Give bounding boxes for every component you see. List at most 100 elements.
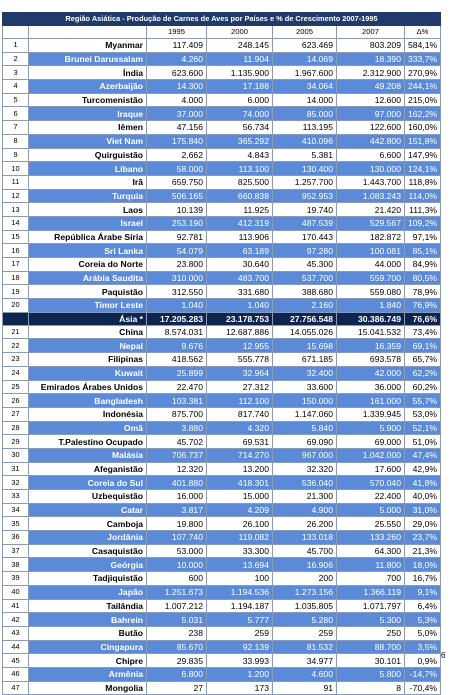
value-cell-2005: 259 <box>272 625 337 641</box>
value-cell-2005: 150.000 <box>272 393 337 408</box>
value-cell-2005: 113.195 <box>272 120 337 135</box>
value-cell-2005: 1.257.700 <box>272 174 337 190</box>
table-row: 42 Bahrein 5.031 5.777 5.280 5.300 5,3% <box>2 612 442 627</box>
value-cell-2000: 56.734 <box>206 120 273 135</box>
table-row: 41 Tailândia 1.007.212 1.194.187 1.035.805 1.… <box>2 598 442 614</box>
value-cell-2007: 803.209 <box>336 38 405 53</box>
value-cell-2005: 536.040 <box>272 475 337 490</box>
value-cell-1995: 45.702 <box>146 434 207 449</box>
row-number: 29 <box>2 434 29 449</box>
growth-cell: 244,1% <box>403 79 442 94</box>
table-row: 36 Jordânia 107.740 119.082 133.018 133.260 23… <box>2 530 442 545</box>
header-delta: Δ% <box>403 25 442 39</box>
country-cell: Indonésia <box>28 406 147 422</box>
value-cell-1995: 92.781 <box>146 229 207 245</box>
table-row: 23 Filipinas 418.562 555.778 671.185 693.578 6… <box>2 352 442 367</box>
row-number: 28 <box>2 420 29 436</box>
value-cell-2007: 17.600 <box>336 461 405 477</box>
value-cell-2007: 559.700 <box>336 270 405 286</box>
country-cell: Sri Lanka <box>28 243 147 258</box>
value-cell-2000: 27.312 <box>206 379 273 395</box>
country-cell: Casaquistão <box>28 543 147 559</box>
row-number: 20 <box>2 298 29 313</box>
value-cell-2005: 671.185 <box>272 352 337 367</box>
value-cell-2005: 200 <box>272 571 337 586</box>
value-cell-2005: 133.018 <box>272 530 337 545</box>
value-cell-2000: 4.843 <box>206 147 273 163</box>
row-number: 30 <box>2 447 29 463</box>
value-cell-1995: 53.000 <box>146 543 207 559</box>
row-number: 14 <box>2 215 29 231</box>
value-cell-2005: 33.600 <box>272 379 337 395</box>
row-number: 24 <box>2 365 29 381</box>
value-cell-1995: 5.031 <box>146 612 207 627</box>
asia-total-row: Ásia * 17.205.283 23.178.753 27.756.548 30.3… <box>2 311 442 326</box>
row-number: 17 <box>2 257 29 272</box>
country-cell: Iêmen <box>28 120 147 135</box>
country-cell: Azerbaijão <box>28 79 147 94</box>
row-number: 10 <box>2 161 29 176</box>
growth-cell: 5,0% <box>403 625 442 641</box>
value-cell-2007: 5.900 <box>336 420 405 436</box>
value-cell-2007: 5.000 <box>336 502 405 518</box>
value-cell-2005: 5.280 <box>272 612 337 627</box>
value-cell-1995: 238 <box>146 625 207 641</box>
row-number <box>2 311 29 326</box>
growth-cell: 0,9% <box>403 653 442 668</box>
table-row: 39 Tadjiquistão 600 100 200 700 16,7% <box>2 571 442 586</box>
value-cell-2005: 34.064 <box>272 79 337 94</box>
growth-cell: 41,8% <box>403 475 442 490</box>
country-cell: Omã <box>28 420 147 436</box>
value-cell-2007: 69.000 <box>336 434 405 449</box>
value-cell-1995: 659.750 <box>146 174 207 190</box>
row-number: 18 <box>2 270 29 286</box>
country-cell: Malásia <box>28 447 147 463</box>
value-cell-1995: 253.190 <box>146 215 207 231</box>
header-cell <box>2 25 29 39</box>
value-cell-2007: 30.101 <box>336 653 405 668</box>
growth-cell: -70,4% <box>403 680 442 695</box>
value-cell-2005: 5.840 <box>272 420 337 436</box>
growth-cell: 16,7% <box>403 571 442 586</box>
country-cell: Emirados Árabes Unidos <box>28 379 147 395</box>
value-cell-1995: 27 <box>146 680 207 695</box>
value-cell-2000: 12.955 <box>206 338 273 354</box>
value-cell-2000: 6.000 <box>206 92 273 108</box>
value-cell-2000: 1.040 <box>206 298 273 313</box>
value-cell-2000: 33.993 <box>206 653 273 668</box>
value-cell-2007: 442.800 <box>336 133 405 149</box>
growth-cell: 40,0% <box>403 489 442 504</box>
country-cell: Laos <box>28 202 147 217</box>
value-cell-2007: 1.083.243 <box>336 188 405 204</box>
value-cell-1995: 12.320 <box>146 461 207 477</box>
value-cell-1995: 312.550 <box>146 284 207 300</box>
country-cell: Arábia Saudita <box>28 270 147 286</box>
value-cell-2000: 4.320 <box>206 420 273 436</box>
value-cell-2000: 248.145 <box>206 38 273 53</box>
value-cell-2007: 8 <box>336 680 405 695</box>
table-row: 12 Turquia 506.165 660.838 952.953 1.083.243 1… <box>2 188 442 204</box>
country-cell: Índia <box>28 65 147 81</box>
value-cell-1995: 23.800 <box>146 257 207 272</box>
value-cell-2000: 5.777 <box>206 612 273 627</box>
row-number: 47 <box>2 680 29 695</box>
growth-cell: 73,4% <box>403 324 442 340</box>
table-row: 18 Arábia Saudita 310.000 483.700 537.700 559… <box>2 270 442 286</box>
value-cell-2007: 161.000 <box>336 393 405 408</box>
value-cell-2000: 331.680 <box>206 284 273 300</box>
production-table: Região Asiática - Produção de Carnes de … <box>1 12 442 695</box>
table-row: 6 Iraque 37.000 74.000 85.000 97.000 162,2% <box>2 106 442 122</box>
value-cell-1995: 22.470 <box>146 379 207 395</box>
value-cell-1995: 3.880 <box>146 420 207 436</box>
growth-cell: 5,3% <box>403 612 442 627</box>
growth-cell: 162,2% <box>403 106 442 122</box>
country-cell: Bangladesh <box>28 393 147 408</box>
growth-cell: 584,1% <box>403 38 442 53</box>
table-row: 16 Sri Lanka 54.079 63.189 97.280 100.081 85,1… <box>2 243 442 258</box>
value-cell-2007: 700 <box>336 571 405 586</box>
table-row: 27 Indonésia 875.700 817.740 1.147.060 1.339.… <box>2 406 442 422</box>
row-number: 36 <box>2 530 29 545</box>
value-cell-2005: 91 <box>272 680 337 695</box>
value-cell-2000: 119.082 <box>206 530 273 545</box>
value-cell-2005: 19.740 <box>272 202 337 217</box>
